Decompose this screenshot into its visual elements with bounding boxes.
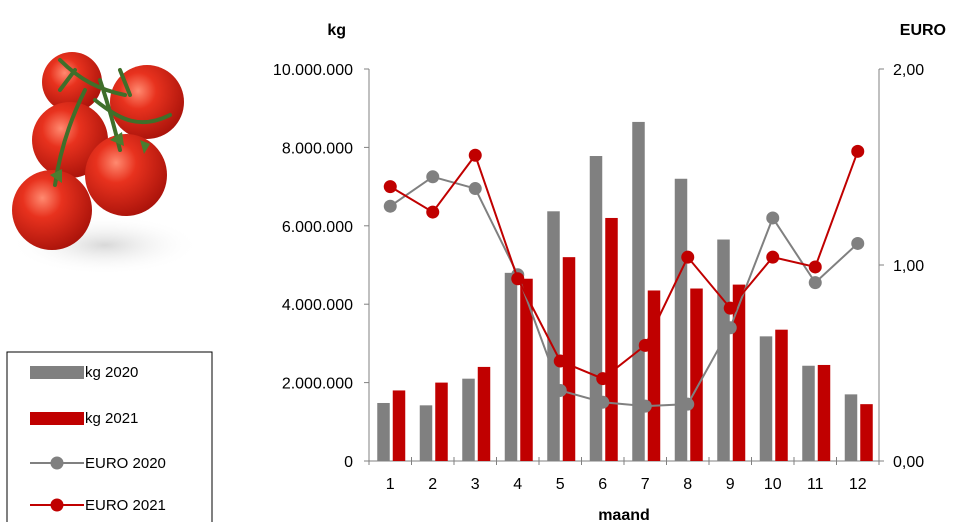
point-euro-2021 [638,338,652,352]
point-euro-2021 [511,272,525,286]
x-tick-label: 9 [726,476,735,493]
right-tick-label: 1,00 [893,258,924,275]
bars-layer [377,121,873,462]
bar-kg-2020 [589,156,603,462]
bar-kg-2020 [844,394,858,461]
x-tick-label: 11 [807,476,824,493]
right-tick-label: 0,00 [893,454,924,471]
point-euro-2020 [426,170,440,184]
bar-kg-2020 [462,378,475,461]
x-axis-title: maand [598,507,650,522]
x-tick-label: 2 [428,476,437,493]
point-euro-2020 [468,182,482,196]
x-axis: 1 2 3 4 5 6 7 8 9 10 11 12 [368,457,880,493]
bar-kg-2020 [674,178,688,461]
left-axis: 0 2.000.000 4.000.000 6.000.000 8.000.000 10.… [273,62,370,471]
point-euro-2021 [426,205,440,219]
legend-label-euro-2020: EURO 2020 [85,455,166,472]
point-euro-2020 [851,236,865,250]
bar-kg-2020 [419,405,433,461]
x-tick-label: 8 [683,476,692,493]
bar-kg-2021 [562,257,576,461]
bar-kg-2020 [759,336,773,461]
bar-kg-2021 [392,390,406,461]
point-euro-2021 [851,144,865,158]
lines-layer [383,144,865,413]
bar-kg-2021 [690,288,703,461]
left-tick-label: 4.000.000 [282,297,353,314]
x-tick-label: 1 [386,476,395,493]
bar-kg-2021 [435,382,448,461]
point-euro-2020 [553,383,567,397]
line-euro-2021 [389,150,859,380]
right-axis-title: EURO [900,22,946,39]
point-euro-2021 [681,250,695,264]
point-euro-2020 [383,199,397,213]
left-tick-label: 2.000.000 [282,376,353,393]
left-tick-label: 10.000.000 [273,62,353,79]
legend-label-kg-2020: kg 2020 [85,364,138,381]
point-euro-2020 [723,321,737,335]
point-euro-2021 [553,354,567,368]
bar-kg-2021 [860,404,873,461]
legend-marker-euro-2021 [50,498,64,512]
tomatoes-photo [10,52,200,275]
point-euro-2021 [766,250,780,264]
left-axis-title: kg [327,22,346,39]
bar-kg-2020 [802,365,815,461]
x-tick-label: 10 [764,476,782,493]
x-tick-label: 3 [471,476,480,493]
legend-label-kg-2021: kg 2021 [85,410,138,427]
line-euro-2020 [389,175,859,408]
legend-label-euro-2021: EURO 2021 [85,497,166,514]
bar-kg-2020 [377,402,390,461]
legend-marker-euro-2020 [50,456,64,470]
point-euro-2020 [808,276,822,290]
bar-kg-2021 [605,217,618,461]
point-euro-2021 [808,260,822,274]
x-tick-label: 7 [641,476,650,493]
left-tick-label: 8.000.000 [282,140,353,157]
right-tick-label: 2,00 [893,62,924,79]
legend-swatch-kg-2021 [30,412,84,425]
x-tick-label: 4 [513,476,522,493]
left-tick-label: 6.000.000 [282,219,353,236]
point-euro-2021 [596,372,610,386]
bar-kg-2020 [632,121,645,462]
bar-kg-2020 [504,272,518,461]
x-tick-label: 6 [598,476,607,493]
legend: kg 2020 kg 2021 EURO 2020 EURO 2021 [6,351,213,522]
point-euro-2020 [596,395,610,409]
legend-swatch-kg-2020 [30,366,84,379]
bar-kg-2021 [817,364,831,461]
point-euro-2020 [681,397,695,411]
point-euro-2020 [766,211,780,225]
bar-kg-2021 [477,366,491,461]
x-tick-label: 12 [849,476,867,493]
point-euro-2021 [383,180,397,194]
point-euro-2021 [468,148,482,162]
bar-kg-2020 [717,239,730,461]
left-tick-label: 0 [344,454,353,471]
bar-kg-2020 [547,211,560,461]
bar-kg-2021 [520,278,533,461]
right-axis: 0,00 1,00 2,00 [878,62,924,471]
bar-kg-2021 [775,329,788,461]
x-tick-label: 5 [556,476,565,493]
point-euro-2020 [638,399,652,413]
point-euro-2021 [723,301,737,315]
